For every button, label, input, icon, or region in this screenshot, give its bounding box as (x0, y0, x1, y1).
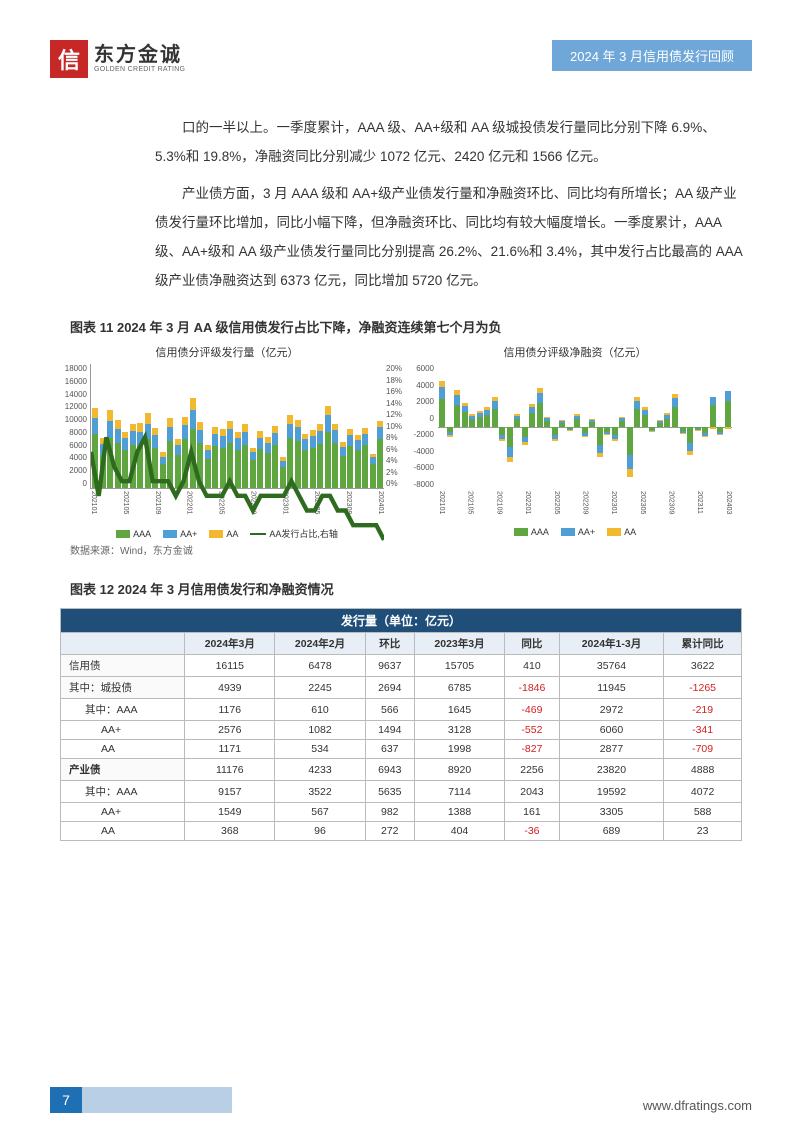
logo: 信 东方金诚 GOLDEN CREDIT RATING (50, 40, 185, 78)
paragraph-2: 产业债方面，3 月 AAA 级和 AA+级产业债发行量和净融资环比、同比均有所增… (155, 179, 742, 295)
table-body: 信用债161156478963715705410357643622其中：城投债4… (61, 655, 742, 841)
chart-right-bars (438, 364, 732, 489)
chart-left-legend: AAAAA+AAAA发行占比,右轴 (60, 527, 394, 540)
chart-right-title: 信用债分评级净融资（亿元） (408, 344, 742, 360)
chart-left: 信用债分评级发行量（亿元） 18000160001400012000100008… (60, 344, 394, 534)
page-number: 7 (50, 1087, 82, 1113)
figure-11-source: 数据来源：Wind，东方金诚 (70, 542, 752, 557)
chart-left-y-axis-right: 20%18%16%14%12%10%8%6%4%2%0% (386, 364, 410, 488)
table-header-row: 2024年3月2024年2月环比2023年3月同比2024年1-3月累计同比 (61, 633, 742, 655)
chart-left-bars (91, 364, 384, 488)
body-text: 口的一半以上。一季度累计，AAA 级、AA+级和 AA 级城投债发行量同比分别下… (155, 113, 742, 295)
header-title-bar: 2024 年 3 月信用债发行回顾 (552, 40, 752, 71)
chart-right: 信用债分评级净融资（亿元） 6000400020000-2000-4000-60… (408, 344, 742, 534)
chart-left-title: 信用债分评级发行量（亿元） (60, 344, 394, 360)
figure-12-table: 发行量（单位：亿元） 2024年3月2024年2月环比2023年3月同比2024… (60, 608, 742, 841)
page-header: 信 东方金诚 GOLDEN CREDIT RATING 2024 年 3 月信用… (50, 40, 752, 78)
chart-left-y-axis: 1800016000140001200010000800060004000200… (61, 364, 87, 488)
logo-mark: 信 (50, 40, 88, 78)
figure-11-charts: 信用债分评级发行量（亿元） 18000160001400012000100008… (60, 344, 742, 534)
paragraph-1: 口的一半以上。一季度累计，AAA 级、AA+级和 AA 级城投债发行量同比分别下… (155, 113, 742, 171)
figure-12-title: 图表 12 2024 年 3 月信用债发行和净融资情况 (70, 579, 752, 598)
chart-right-y-axis: 6000400020000-2000-4000-6000-8000 (408, 364, 434, 489)
chart-right-x-axis: 2021012021052021092022012022052022092023… (438, 491, 732, 523)
figure-11-title: 图表 11 2024 年 3 月 AA 级信用债发行占比下降，净融资连续第七个月… (70, 317, 752, 336)
table-band-header: 发行量（单位：亿元） (61, 609, 742, 633)
logo-text-cn: 东方金诚 (94, 44, 185, 66)
logo-text-en: GOLDEN CREDIT RATING (94, 66, 185, 74)
chart-right-legend: AAAAA+AA (408, 527, 742, 537)
footer-bar (82, 1087, 232, 1113)
page-footer: 7 www.dfratings.com (0, 1087, 802, 1113)
footer-url: www.dfratings.com (643, 1098, 752, 1113)
chart-left-x-axis: 2021012021052021092022012022052022092023… (90, 491, 384, 523)
